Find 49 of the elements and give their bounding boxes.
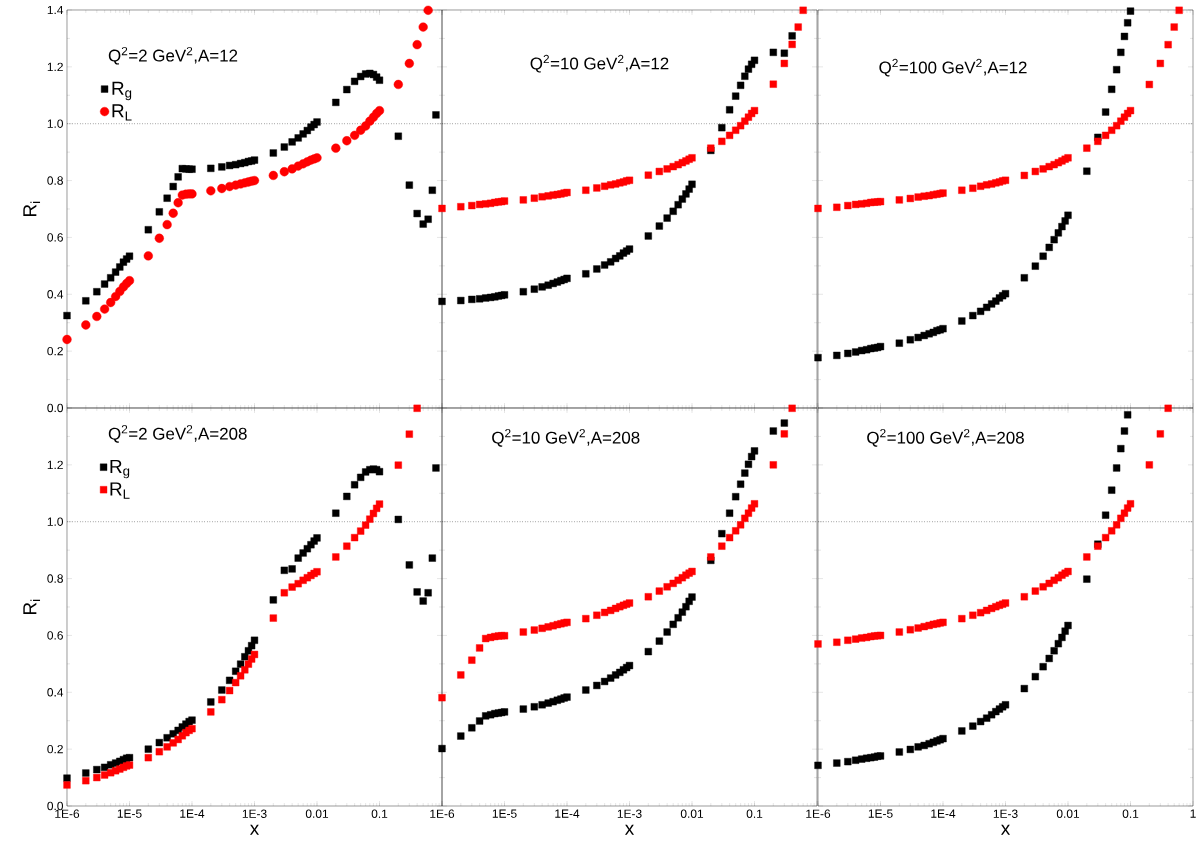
- x-tick-label: 1E-3: [993, 809, 1018, 818]
- x-tick-label: 1E-4: [555, 809, 580, 818]
- y-tick-label: 0.8: [47, 574, 63, 583]
- x-tick-label: 1E-5: [492, 809, 517, 818]
- x-tick-label: 0.1: [371, 809, 388, 818]
- legend-label: R$_{L}$: [110, 482, 130, 499]
- text: Q$^{2}$=10 GeV$^{2}$,A=12: [530, 54, 669, 73]
- y-tick-label: 0.8: [47, 176, 63, 185]
- x-tick-label: 0.1: [1122, 809, 1139, 818]
- x-tick-label: 1E-5: [868, 809, 893, 818]
- y-tick-label: 0.6: [47, 631, 63, 640]
- y-tick-label: 1.0: [47, 517, 64, 526]
- x-tick-label: 1E-4: [931, 809, 956, 818]
- y-tick-label: 0.2: [47, 744, 63, 754]
- y-axis-title: R$_{i}$: [23, 599, 41, 615]
- legend-label: R$_{L}$: [112, 104, 132, 121]
- x-tick-label: 1E-6: [55, 809, 80, 818]
- y-tick-label: 0.0: [47, 403, 64, 413]
- text: Q$^{2}$=10 GeV$^{2}$,A=208: [492, 428, 640, 447]
- text: Q$^{2}$=2 GeV$^{2}$,A=208: [108, 424, 247, 443]
- y-axis-title: R$_{i}$: [23, 201, 41, 216]
- x-tick-label: 1E-6: [806, 809, 831, 818]
- y-tick-label: 0.2: [47, 346, 63, 356]
- y-tick-label: 0.6: [47, 233, 63, 242]
- x-tick-label: 1E-4: [180, 809, 205, 818]
- x-tick-label: 0.01: [680, 809, 704, 818]
- x-tick-label: 0.01: [305, 809, 329, 818]
- text: Q$^{2}$=100 GeV$^{2}$,A=12: [879, 58, 1027, 77]
- x-tick-label: 1E-5: [117, 809, 142, 818]
- y-tick-label: 0.4: [47, 290, 64, 299]
- x-axis-title: x: [249, 824, 260, 835]
- x-tick-label: 0.1: [746, 809, 763, 818]
- x-tick-label: 1E-3: [242, 809, 267, 818]
- x-tick-label: 1: [1190, 809, 1196, 818]
- y-tick-label: 1.2: [47, 460, 63, 470]
- text: Q$^{2}$=2 GeV$^{2}$,A=12: [108, 46, 238, 65]
- text: Q$^{2}$=100 GeV$^{2}$,A=208: [867, 428, 1024, 447]
- legend-label: R$_{g}$: [110, 459, 130, 479]
- y-tick-label: 1.4: [47, 5, 64, 15]
- x-axis-title: x: [624, 824, 635, 835]
- x-tick-label: 1E-3: [617, 809, 642, 818]
- x-axis-title: x: [1000, 824, 1011, 835]
- legend-label: R$_{g}$: [112, 81, 132, 101]
- x-tick-label: 1E-6: [430, 809, 455, 818]
- y-tick-label: 0.0: [47, 801, 64, 811]
- y-tick-label: 0.4: [47, 688, 64, 697]
- y-tick-label: 1.0: [47, 119, 64, 128]
- x-tick-label: 0.01: [1056, 809, 1080, 818]
- y-tick-label: 1.2: [47, 62, 63, 72]
